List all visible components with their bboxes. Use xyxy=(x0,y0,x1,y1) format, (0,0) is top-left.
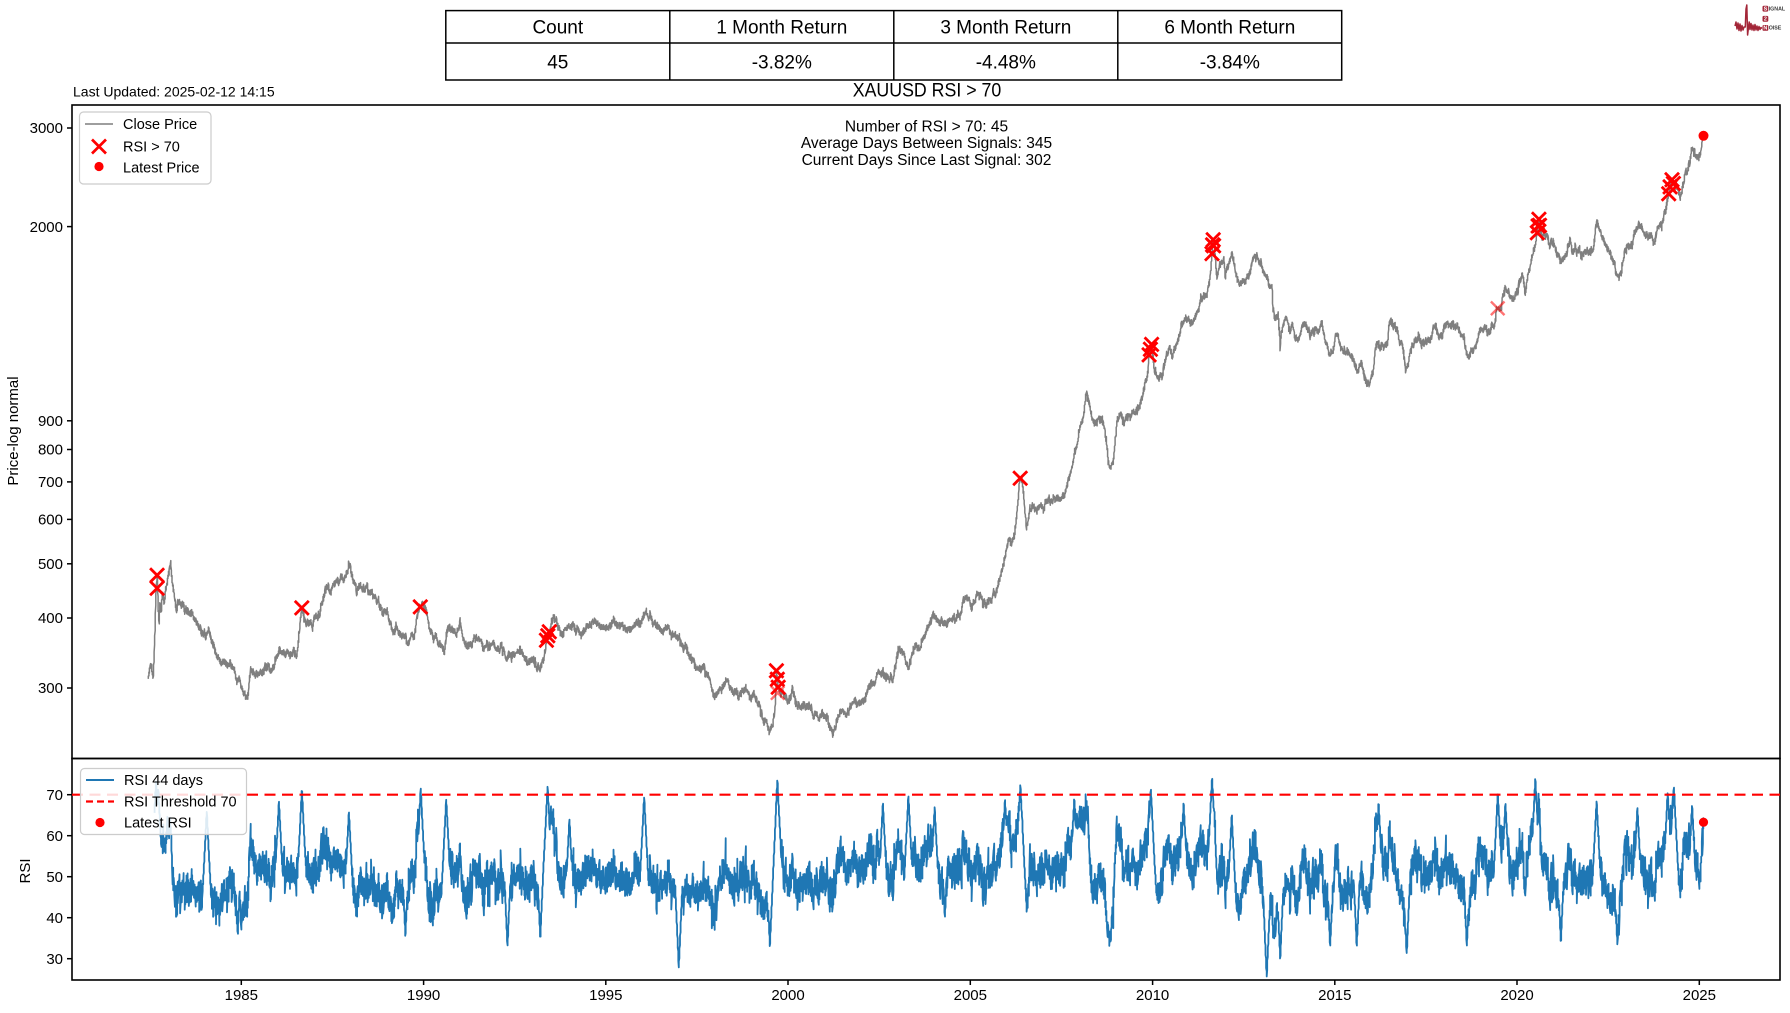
svg-text:2: 2 xyxy=(1764,17,1767,23)
svg-text:2010: 2010 xyxy=(1136,987,1169,1004)
svg-text:-4.48%: -4.48% xyxy=(976,53,1036,74)
svg-text:900: 900 xyxy=(38,413,63,430)
svg-text:2000: 2000 xyxy=(771,987,804,1004)
svg-text:RSI 44 days: RSI 44 days xyxy=(124,773,203,789)
svg-text:Average Days Between Signals:: Average Days Between Signals: 345 xyxy=(801,135,1052,152)
svg-text:-3.84%: -3.84% xyxy=(1200,53,1260,74)
svg-text:600: 600 xyxy=(38,512,63,529)
svg-text:300: 300 xyxy=(38,680,63,697)
svg-text:Current Days Since Last Signal: Current Days Since Last Signal: 302 xyxy=(802,152,1052,169)
svg-text:OISE: OISE xyxy=(1769,26,1782,32)
svg-text:RSI: RSI xyxy=(17,858,34,883)
svg-text:2000: 2000 xyxy=(30,219,63,236)
svg-text:S: S xyxy=(1764,7,1768,13)
svg-text:3000: 3000 xyxy=(30,120,63,137)
svg-text:50: 50 xyxy=(46,869,63,886)
svg-text:2005: 2005 xyxy=(954,987,987,1004)
svg-text:RSI Threshold 70: RSI Threshold 70 xyxy=(124,795,237,811)
svg-text:1995: 1995 xyxy=(589,987,622,1004)
svg-text:1990: 1990 xyxy=(407,987,440,1004)
svg-text:Price-log normal: Price-log normal xyxy=(5,376,22,485)
svg-text:40: 40 xyxy=(46,910,63,927)
svg-text:Latest RSI: Latest RSI xyxy=(124,816,192,832)
svg-text:400: 400 xyxy=(38,610,63,627)
svg-text:45: 45 xyxy=(547,53,568,74)
svg-text:700: 700 xyxy=(38,474,63,491)
svg-text:Count: Count xyxy=(532,18,583,39)
svg-text:3 Month Return: 3 Month Return xyxy=(940,18,1071,39)
svg-text:30: 30 xyxy=(46,951,63,968)
svg-text:6 Month Return: 6 Month Return xyxy=(1164,18,1295,39)
svg-text:RSI > 70: RSI > 70 xyxy=(123,140,180,156)
svg-text:1 Month Return: 1 Month Return xyxy=(716,18,847,39)
svg-text:2020: 2020 xyxy=(1500,987,1533,1004)
svg-text:Close Price: Close Price xyxy=(123,117,197,133)
svg-text:Number of RSI > 70: 45: Number of RSI > 70: 45 xyxy=(845,119,1008,136)
svg-text:Last Updated: 2025-02-12 14:15: Last Updated: 2025-02-12 14:15 xyxy=(73,84,275,100)
svg-text:500: 500 xyxy=(38,556,63,573)
svg-text:70: 70 xyxy=(46,787,63,804)
svg-text:2015: 2015 xyxy=(1318,987,1351,1004)
svg-text:800: 800 xyxy=(38,442,63,459)
svg-text:Latest Price: Latest Price xyxy=(123,161,200,177)
svg-text:60: 60 xyxy=(46,828,63,845)
svg-text:1985: 1985 xyxy=(225,987,258,1004)
svg-text:-3.82%: -3.82% xyxy=(752,53,812,74)
svg-text:XAUUSD RSI > 70: XAUUSD RSI > 70 xyxy=(853,81,1002,102)
svg-text:2025: 2025 xyxy=(1683,987,1716,1004)
svg-text:N: N xyxy=(1763,26,1767,32)
svg-text:IGNAL: IGNAL xyxy=(1769,7,1786,13)
